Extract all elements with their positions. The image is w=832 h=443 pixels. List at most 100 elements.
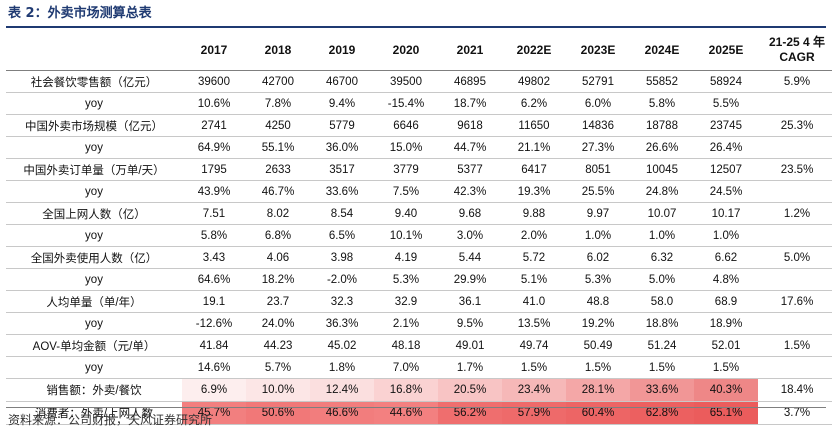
table-cell: 7.5% xyxy=(374,180,438,203)
row-label: yoy xyxy=(6,92,182,115)
header-year: 2021 xyxy=(438,30,502,71)
header-year: 2018 xyxy=(246,30,310,71)
table-cell: 8051 xyxy=(566,158,630,181)
table-cell: 3779 xyxy=(374,158,438,181)
table-cell: 2633 xyxy=(246,158,310,181)
row-label: 全国外卖使用人数（亿） xyxy=(6,246,182,269)
header-year: 2025E xyxy=(694,30,758,71)
table-row: 全国外卖使用人数（亿） 3.43 4.06 3.98 4.19 5.44 5.72 6.02 6… xyxy=(6,246,832,269)
table-cell: 23.7 xyxy=(246,290,310,313)
table-cell: 6.0% xyxy=(566,92,630,115)
heat-cell: 57.9% xyxy=(502,401,566,425)
table-cell: 49.01 xyxy=(438,334,502,357)
table-cell: 26.4% xyxy=(694,136,758,159)
table-cell: 24.8% xyxy=(630,180,694,203)
table-cell: 5.3% xyxy=(566,268,630,291)
table-row-yoy: yoy 64.9% 55.1% 36.0% 15.0% 44.7% 21.1% 27.3% 26… xyxy=(6,136,832,159)
table-cell: 9.88 xyxy=(502,202,566,225)
row-label: 人均单量（单/年） xyxy=(6,290,182,313)
header-cagr-line2: CAGR xyxy=(779,50,815,64)
table-cell: 18.7% xyxy=(438,92,502,115)
table-cell: 6417 xyxy=(502,158,566,181)
table-cell: -2.0% xyxy=(310,268,374,291)
cagr-cell: 1.5% xyxy=(758,334,832,357)
cagr-cell xyxy=(758,92,832,115)
table-cell: 11650 xyxy=(502,114,566,137)
table-cell: 5.8% xyxy=(182,224,246,247)
table-cell: 4.8% xyxy=(694,268,758,291)
table-cell: 23745 xyxy=(694,114,758,137)
table-cell: 25.5% xyxy=(566,180,630,203)
table-cell: 5.5% xyxy=(694,92,758,115)
table-cell: 14836 xyxy=(566,114,630,137)
table-cell: 5377 xyxy=(438,158,502,181)
table-cell: 33.6% xyxy=(310,180,374,203)
cagr-cell xyxy=(758,180,832,203)
table-cell: 12507 xyxy=(694,158,758,181)
table-cell: 3.0% xyxy=(438,224,502,247)
heat-cell: 46.6% xyxy=(310,401,374,425)
table-title: 表 2：外卖市场测算总表 xyxy=(8,6,152,21)
table-cell: 43.9% xyxy=(182,180,246,203)
table-cell: 18.8% xyxy=(630,312,694,335)
table-cell: 8.54 xyxy=(310,202,374,225)
table-cell: -12.6% xyxy=(182,312,246,335)
table-cell: 1.0% xyxy=(694,224,758,247)
cagr-cell xyxy=(758,136,832,159)
table-cell: 14.6% xyxy=(182,356,246,379)
table-cell: 7.8% xyxy=(246,92,310,115)
table-cell: 36.3% xyxy=(310,312,374,335)
table-cell: 44.7% xyxy=(438,136,502,159)
table-cell: 9618 xyxy=(438,114,502,137)
table-cell: 19.3% xyxy=(502,180,566,203)
table-row-yoy: yoy 5.8% 6.8% 6.5% 10.1% 3.0% 2.0% 1.0% 1.0% 1.0% xyxy=(6,224,832,247)
header-row: 2017 2018 2019 2020 2021 2022E 2023E 202… xyxy=(6,30,832,71)
table-cell: 1795 xyxy=(182,158,246,181)
source-note: 资料来源：公司财报，天风证券研究所 xyxy=(8,413,213,427)
table-row: 社会餐饮零售额（亿元） 39600 42700 46700 39500 46895 4980… xyxy=(6,70,832,93)
table-cell: 41.84 xyxy=(182,334,246,357)
heat-cell: 60.4% xyxy=(566,401,630,425)
row-label: yoy xyxy=(6,136,182,159)
table-cell: 10.17 xyxy=(694,202,758,225)
header-year: 2023E xyxy=(566,30,630,71)
table-cell: 55852 xyxy=(630,70,694,93)
table-row-yoy: yoy 10.6% 7.8% 9.4% -15.4% 18.7% 6.2% 6.0% 5.8% 5… xyxy=(6,92,832,115)
cagr-cell: 25.3% xyxy=(758,114,832,137)
heat-cell: 65.1% xyxy=(694,401,758,425)
table-row: 全国上网人数（亿） 7.51 8.02 8.54 9.40 9.68 9.88 9.97 10.… xyxy=(6,202,832,225)
table-cell: 6646 xyxy=(374,114,438,137)
table-cell: 36.0% xyxy=(310,136,374,159)
table-cell: 55.1% xyxy=(246,136,310,159)
table-cell: 9.40 xyxy=(374,202,438,225)
cagr-cell: 23.5% xyxy=(758,158,832,181)
table-cell: 8.02 xyxy=(246,202,310,225)
table-row-yoy: yoy 43.9% 46.7% 33.6% 7.5% 42.3% 19.3% 25.5% 24.… xyxy=(6,180,832,203)
table-cell: 5.8% xyxy=(630,92,694,115)
table-cell: 49802 xyxy=(502,70,566,93)
cagr-cell xyxy=(758,356,832,379)
table-cell: 24.0% xyxy=(246,312,310,335)
table-cell: 6.2% xyxy=(502,92,566,115)
heat-cell: 20.5% xyxy=(438,378,502,402)
heat-cell: 50.6% xyxy=(246,401,310,425)
table-cell: 45.02 xyxy=(310,334,374,357)
cagr-cell xyxy=(758,312,832,335)
table-row-yoy: yoy 64.6% 18.2% -2.0% 5.3% 29.9% 5.1% 5.3% 5.0% 4… xyxy=(6,268,832,291)
row-label: 中国外卖订单量（万单/天） xyxy=(6,158,182,181)
cagr-cell: 18.4% xyxy=(758,378,832,402)
header-year: 2024E xyxy=(630,30,694,71)
table-cell: 15.0% xyxy=(374,136,438,159)
table-cell: 5.7% xyxy=(246,356,310,379)
header-label-cell xyxy=(6,30,182,71)
table-cell: 3.43 xyxy=(182,246,246,269)
cagr-cell: 17.6% xyxy=(758,290,832,313)
title-rule xyxy=(6,26,826,28)
table-cell: 7.51 xyxy=(182,202,246,225)
table-cell: 10045 xyxy=(630,158,694,181)
table-cell: 29.9% xyxy=(438,268,502,291)
table-cell: 2.0% xyxy=(502,224,566,247)
table-row: 人均单量（单/年） 19.1 23.7 32.3 32.9 36.1 41.0 48.8 58.… xyxy=(6,290,832,313)
cagr-cell: 5.9% xyxy=(758,70,832,93)
table-cell: 19.1 xyxy=(182,290,246,313)
